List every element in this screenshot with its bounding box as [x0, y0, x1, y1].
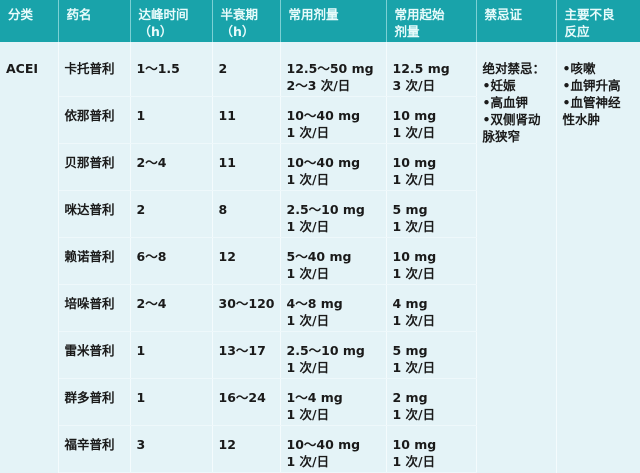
half-life-cell: 8 — [212, 190, 281, 238]
category-cell: ACEI — [0, 42, 59, 473]
half-life-cell: 11 — [212, 96, 281, 144]
header-drug-name: 药名 — [58, 0, 131, 42]
usual-dose-cell: 1～4 mg 1 次/日 — [280, 378, 387, 426]
drug-name-cell: 依那普利 — [58, 96, 131, 144]
starting-dose-cell: 10 mg 1 次/日 — [386, 425, 477, 473]
peak-time-cell: 2 — [130, 190, 213, 238]
header-starting-dose: 常用起始 剂量 — [386, 0, 477, 42]
half-life-cell: 12 — [212, 425, 281, 473]
drug-name-cell: 培哚普利 — [58, 284, 131, 332]
table-row: 群多普利 1 16～24 1～4 mg 1 次/日 2 mg 1 次/日 — [0, 378, 640, 426]
table-row: 贝那普利 2～4 11 10～40 mg 1 次/日 10 mg 1 次/日 — [0, 143, 640, 191]
usual-dose-cell: 12.5～50 mg 2～3 次/日 — [280, 42, 387, 97]
header-half-life: 半衰期 （h） — [212, 0, 281, 42]
usual-dose-cell: 5～40 mg 1 次/日 — [280, 237, 387, 285]
header-adverse-reactions: 主要不良 反应 — [556, 0, 640, 42]
header-peak-time: 达峰时间 （h） — [130, 0, 213, 42]
starting-dose-cell: 10 mg 1 次/日 — [386, 143, 477, 191]
usual-dose-cell: 10～40 mg 1 次/日 — [280, 96, 387, 144]
peak-time-cell: 2～4 — [130, 284, 213, 332]
peak-time-cell: 1 — [130, 378, 213, 426]
drug-name-cell: 咪达普利 — [58, 190, 131, 238]
usual-dose-cell: 10～40 mg 1 次/日 — [280, 425, 387, 473]
peak-time-cell: 2～4 — [130, 143, 213, 191]
table-row: ACEI 卡托普利 1～1.5 2 12.5～50 mg 2～3 次/日 12.5 mg 3 … — [0, 42, 640, 473]
header-category: 分类 — [0, 0, 59, 42]
starting-dose-cell: 10 mg 1 次/日 — [386, 237, 477, 285]
peak-time-cell: 1 — [130, 331, 213, 379]
usual-dose-cell: 2.5～10 mg 1 次/日 — [280, 190, 387, 238]
half-life-cell: 30～120 — [212, 284, 281, 332]
peak-time-cell: 1 — [130, 96, 213, 144]
peak-time-cell: 6～8 — [130, 237, 213, 285]
contraindications-cell: 绝对禁忌： •妊娠 •高血钾 •双侧肾动 脉狭窄 — [476, 42, 557, 473]
starting-dose-cell: 12.5 mg 3 次/日 — [386, 42, 477, 97]
header-contraindications: 禁忌证 — [476, 0, 557, 42]
drug-name-cell: 贝那普利 — [58, 143, 131, 191]
table-row: 咪达普利 2 8 2.5～10 mg 1 次/日 5 mg 1 次/日 — [0, 190, 640, 238]
drug-name-cell: 赖诺普利 — [58, 237, 131, 285]
half-life-cell: 13～17 — [212, 331, 281, 379]
drug-name-cell: 卡托普利 — [58, 42, 131, 97]
adverse-reactions-cell: •咳嗽 •血钾升高 •血管神经 性水肿 — [556, 42, 640, 473]
drug-name-cell: 福辛普利 — [58, 425, 131, 473]
starting-dose-cell: 5 mg 1 次/日 — [386, 190, 477, 238]
usual-dose-cell: 10～40 mg 1 次/日 — [280, 143, 387, 191]
table-row: 赖诺普利 6～8 12 5～40 mg 1 次/日 10 mg 1 次/日 — [0, 237, 640, 285]
half-life-cell: 16～24 — [212, 378, 281, 426]
half-life-cell: 12 — [212, 237, 281, 285]
starting-dose-cell: 10 mg 1 次/日 — [386, 96, 477, 144]
peak-time-cell: 3 — [130, 425, 213, 473]
peak-time-cell: 1～1.5 — [130, 42, 213, 97]
starting-dose-cell: 2 mg 1 次/日 — [386, 378, 477, 426]
table-row: 培哚普利 2～4 30～120 4～8 mg 1 次/日 4 mg 1 次/日 — [0, 284, 640, 332]
usual-dose-cell: 4～8 mg 1 次/日 — [280, 284, 387, 332]
starting-dose-cell: 5 mg 1 次/日 — [386, 331, 477, 379]
drug-name-cell: 雷米普利 — [58, 331, 131, 379]
half-life-cell: 2 — [212, 42, 281, 97]
half-life-cell: 11 — [212, 143, 281, 191]
usual-dose-cell: 2.5～10 mg 1 次/日 — [280, 331, 387, 379]
table-row: 雷米普利 1 13～17 2.5～10 mg 1 次/日 5 mg 1 次/日 — [0, 331, 640, 379]
starting-dose-cell: 4 mg 1 次/日 — [386, 284, 477, 332]
drug-name-cell: 群多普利 — [58, 378, 131, 426]
header-row: 分类 药名 达峰时间 （h） 半衰期 （h） 常用剂量 常用起始 剂量 禁忌证 主要不良 反应 — [0, 0, 640, 42]
table-row: 依那普利 1 11 10～40 mg 1 次/日 10 mg 1 次/日 — [0, 96, 640, 144]
header-usual-dose: 常用剂量 — [280, 0, 387, 42]
